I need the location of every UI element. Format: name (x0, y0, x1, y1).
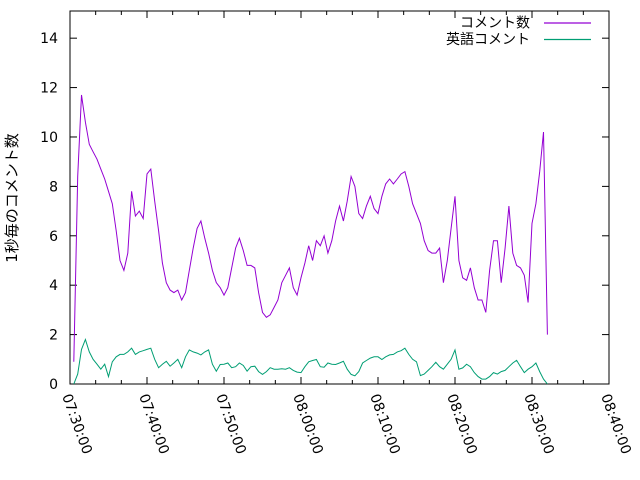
x-tick-label: 08:40:00 (597, 392, 634, 457)
y-tick-label: 6 (49, 229, 58, 245)
y-tick-label: 10 (40, 130, 58, 146)
y-tick-label: 14 (40, 31, 58, 47)
y-tick-label: 8 (49, 179, 58, 195)
x-tick-label: 08:00:00 (289, 392, 326, 457)
x-tick-label: 07:40:00 (135, 392, 172, 457)
x-tick-label: 07:50:00 (212, 392, 249, 457)
x-tick-label: 08:20:00 (443, 392, 480, 457)
y-axis-title: 1秒毎のコメント数 (3, 133, 21, 263)
y-tick-label: 2 (49, 328, 58, 344)
x-tick-label: 07:30:00 (58, 392, 95, 457)
english-comment-legend-label: 英語コメント (446, 31, 530, 48)
y-tick-label: 0 (49, 377, 58, 393)
y-tick-label: 4 (49, 278, 58, 294)
english-comment-series-line (73, 338, 548, 385)
comment-count-legend-label: コメント数 (460, 16, 530, 32)
x-tick-label: 08:10:00 (366, 392, 403, 457)
comment-count-series-line (73, 94, 548, 362)
x-tick-label: 08:30:00 (520, 392, 557, 457)
y-tick-label: 12 (40, 81, 58, 97)
plot-border (69, 10, 610, 385)
